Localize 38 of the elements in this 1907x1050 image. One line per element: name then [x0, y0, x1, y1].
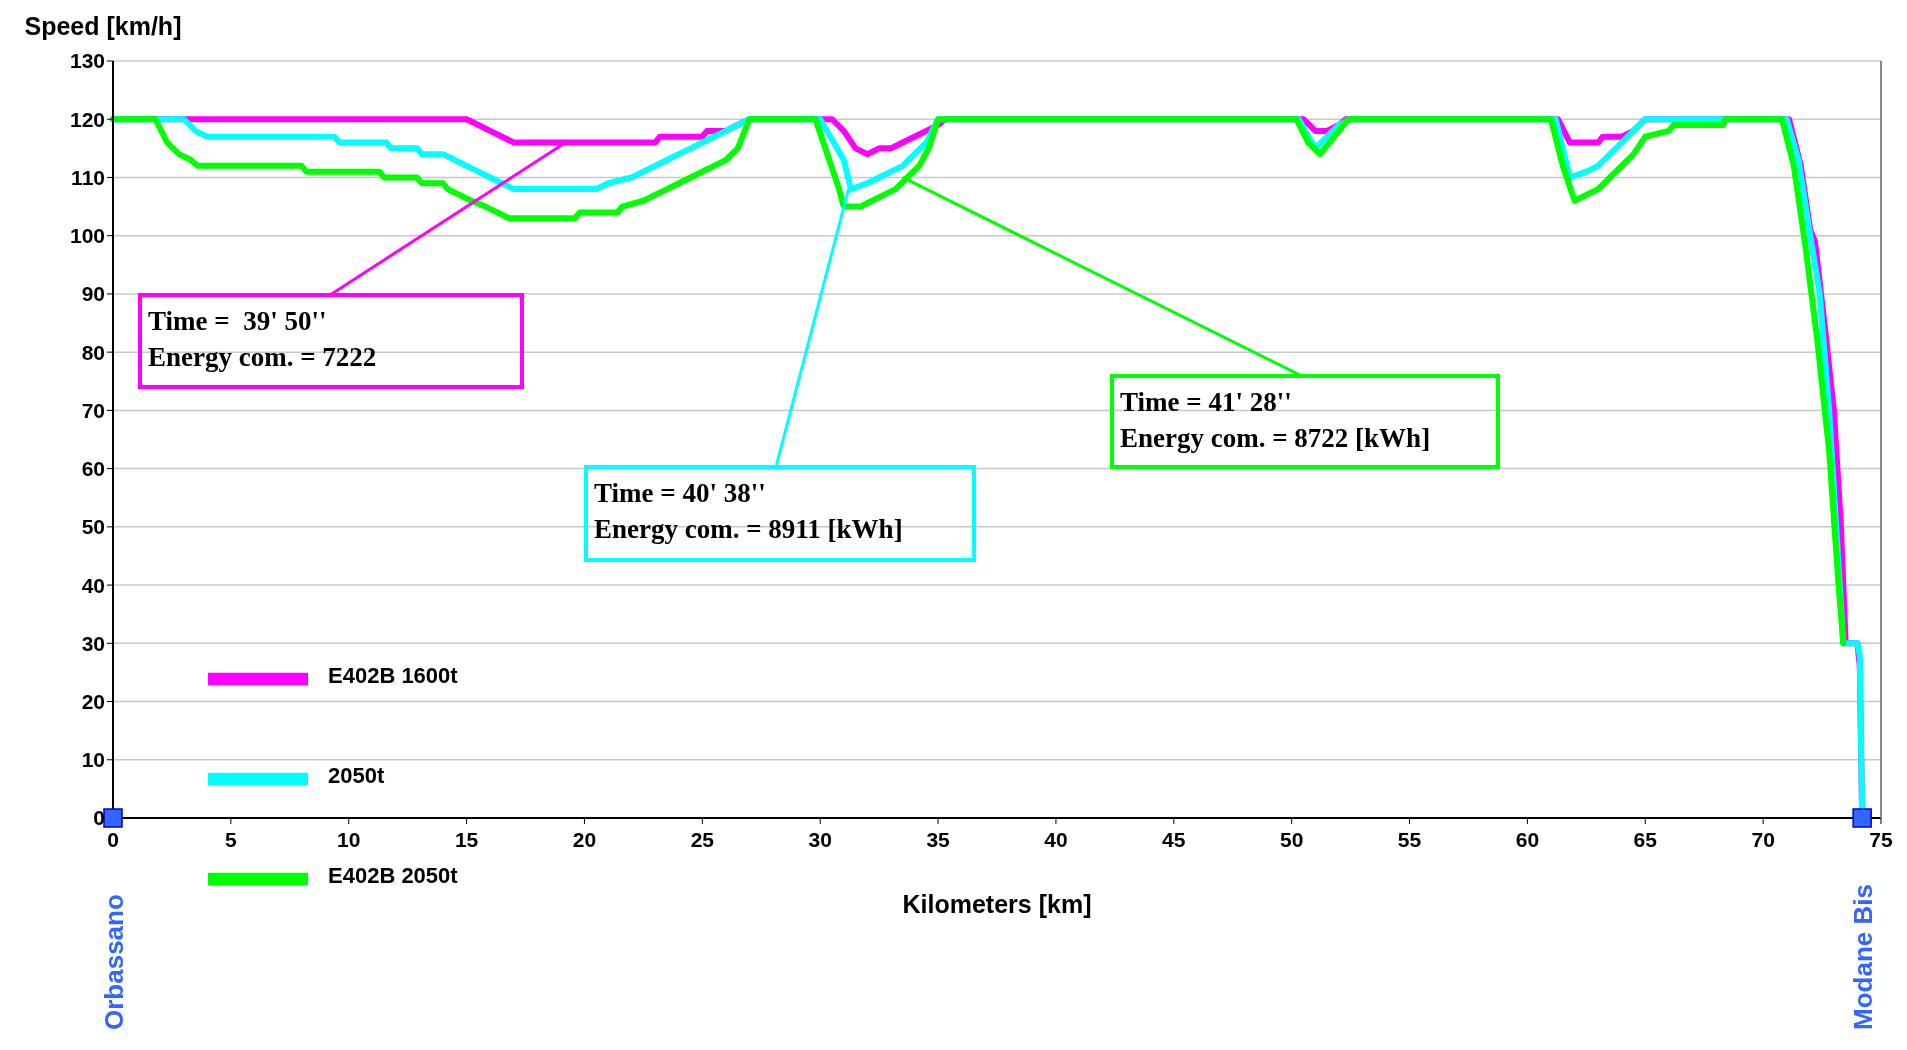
x-axis-title: Kilometers [km]: [902, 890, 1092, 918]
y-tick-label: 130: [69, 49, 105, 73]
x-tick-label: 5: [225, 827, 238, 851]
y-tick-label: 10: [81, 748, 105, 772]
x-tick-label: 50: [1279, 827, 1304, 851]
x-tick-label: 40: [1044, 827, 1068, 851]
annotation: Time = 41' 28'' Energy com. = 8722 [kWh]: [1120, 387, 1431, 453]
x-tick-label: 75: [1869, 827, 1893, 851]
y-tick-label: 50: [81, 515, 105, 539]
x-tick-label: 45: [1162, 827, 1186, 851]
x-tick-label: 10: [337, 827, 361, 851]
x-tick-label: 25: [690, 827, 715, 851]
annotation: Time = 40' 38'' Energy com. = 8911 [kWh]: [594, 478, 903, 544]
x-tick-label: 15: [454, 827, 479, 851]
text: Modane Bis: [1848, 884, 1879, 1030]
x-tick-label: 70: [1751, 827, 1775, 851]
x-tick-label: 35: [926, 827, 951, 851]
legend-label: E402B 2050t: [328, 862, 458, 888]
x-tick-label: 30: [808, 827, 832, 851]
y-tick-label: 90: [81, 282, 105, 306]
y-tick-label: 40: [81, 573, 105, 597]
text: Orbassano: [99, 894, 129, 1030]
legend-label: E402B 1600t: [328, 662, 458, 688]
x-tick-label: 20: [572, 827, 597, 851]
x-tick-label: 65: [1633, 827, 1658, 851]
y-tick-label: 120: [69, 107, 105, 131]
y-tick-label: 80: [81, 340, 105, 364]
y-tick-label: 30: [81, 631, 105, 655]
x-tick-label: 60: [1515, 827, 1540, 851]
y-tick-label: 70: [81, 398, 105, 422]
y-tick-label: 110: [71, 165, 105, 189]
y-tick-label: 100: [69, 224, 105, 248]
x-tick-label: 55: [1397, 827, 1422, 851]
y-tick-label: 20: [81, 689, 105, 713]
annotation: Time = 39' 50'' Energy com. = 7222: [148, 306, 377, 372]
legend-label: 2050t: [328, 762, 385, 788]
y-axis-title: Speed [km/h]: [24, 12, 182, 40]
y-tick-label: 60: [81, 457, 105, 481]
